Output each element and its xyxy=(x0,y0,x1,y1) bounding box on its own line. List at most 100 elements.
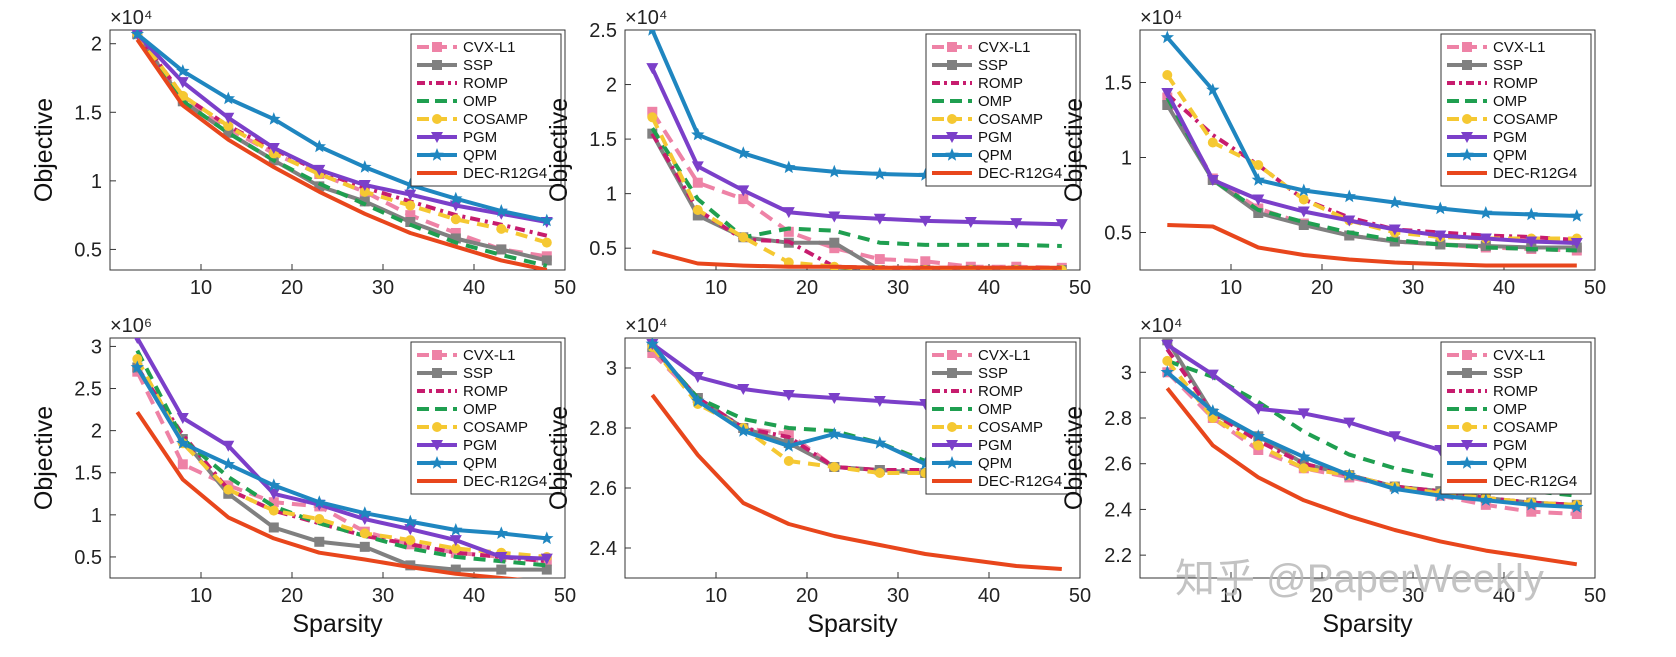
data-point xyxy=(494,526,508,539)
y-tick-label: 1.5 xyxy=(74,102,102,124)
data-point xyxy=(1343,417,1356,429)
data-point xyxy=(648,30,657,36)
x-tick-label: 10 xyxy=(1220,585,1242,607)
data-point xyxy=(1524,497,1538,511)
legend-swatch-marker xyxy=(432,368,442,378)
data-point xyxy=(540,531,554,545)
data-point xyxy=(873,213,886,225)
data-point xyxy=(1207,137,1218,148)
data-point xyxy=(359,541,370,552)
y-tick-label: 3 xyxy=(1121,362,1132,384)
legend-entry: QPM xyxy=(1447,455,1527,472)
legend-box xyxy=(410,33,562,187)
series-line xyxy=(1166,370,1577,510)
x-tick-label: 40 xyxy=(978,585,1000,607)
legend-label: DEC-R12G4 xyxy=(978,473,1062,490)
x-tick-label: 30 xyxy=(1402,277,1424,299)
data-point xyxy=(267,478,281,491)
data-point xyxy=(176,77,189,89)
data-point xyxy=(222,440,235,452)
legend-swatch-marker xyxy=(432,350,442,360)
legend-entry: SSP xyxy=(932,365,1008,382)
legend-entry: COSAMP xyxy=(1447,111,1558,128)
x-axis-label: Sparsity xyxy=(1322,610,1413,638)
data-point xyxy=(359,186,370,197)
legend-swatch-marker xyxy=(1462,350,1472,360)
series-dec-r12g4 xyxy=(650,393,1062,571)
legend-label: CVX-L1 xyxy=(1493,39,1546,56)
plot-area xyxy=(130,30,554,270)
data-point xyxy=(268,522,279,533)
legend-label: COSAMP xyxy=(978,111,1043,128)
data-point xyxy=(827,427,841,440)
legend-entry: SSP xyxy=(1447,365,1523,382)
y-axis-label: Objective xyxy=(545,98,573,202)
legend-entry: ROMP xyxy=(932,75,1023,92)
legend-entry: CVX-L1 xyxy=(932,347,1031,364)
data-point xyxy=(1297,183,1311,197)
data-point xyxy=(874,254,885,265)
legend-entry: CVX-L1 xyxy=(417,39,516,56)
data-point xyxy=(312,139,326,153)
legend-label: SSP xyxy=(463,365,493,382)
data-point xyxy=(449,523,463,536)
data-point xyxy=(1434,230,1447,242)
series-line xyxy=(135,349,547,568)
plot-area xyxy=(1160,30,1584,268)
data-point xyxy=(736,424,750,437)
data-point xyxy=(177,459,188,470)
legend-entry: CVX-L1 xyxy=(932,39,1031,56)
legend-label: ROMP xyxy=(1493,75,1538,92)
series-dec-r12g4 xyxy=(1167,223,1577,268)
y-tick-label: 1 xyxy=(91,505,102,527)
y-tick-label: 2 xyxy=(91,34,102,56)
data-point xyxy=(358,506,372,519)
legend-swatch-marker xyxy=(946,132,958,143)
y-tick-label: 2.8 xyxy=(589,418,617,440)
y-tick-label: 3 xyxy=(91,336,102,358)
watermark-text: 知乎 @PaperWeekly xyxy=(1175,557,1544,601)
data-point xyxy=(541,237,552,248)
y-tick-label: 0.5 xyxy=(589,238,617,260)
data-point xyxy=(1161,88,1174,99)
data-point xyxy=(267,112,281,125)
y-tick-label: 3 xyxy=(606,358,617,380)
data-point xyxy=(496,564,507,575)
data-point xyxy=(541,255,552,266)
legend-swatch-marker xyxy=(432,60,442,70)
data-point xyxy=(1161,339,1174,351)
data-point xyxy=(1253,208,1264,218)
data-point xyxy=(1570,500,1584,513)
legend-swatch-marker xyxy=(432,42,442,52)
data-point xyxy=(1251,173,1265,186)
legend-swatch-marker xyxy=(1462,114,1472,124)
data-point xyxy=(496,244,507,255)
legend-label: SSP xyxy=(463,57,493,74)
data-point xyxy=(692,177,703,188)
data-point xyxy=(450,543,461,554)
legend-swatch-marker xyxy=(1460,456,1474,469)
axes-box xyxy=(624,337,1081,579)
legend-label: COSAMP xyxy=(463,111,528,128)
x-axis-label: Sparsity xyxy=(292,610,383,638)
data-point xyxy=(1479,233,1492,245)
data-point xyxy=(1388,431,1401,443)
y-tick-label: 1 xyxy=(1121,148,1132,170)
series-line xyxy=(135,366,547,564)
data-point xyxy=(1252,403,1265,415)
legend-swatch-marker xyxy=(431,440,443,451)
data-point xyxy=(1525,236,1538,248)
x-tick-label: 30 xyxy=(887,585,909,607)
legend-entry: SSP xyxy=(1447,57,1523,74)
series-line xyxy=(1165,36,1577,218)
data-point xyxy=(405,535,416,546)
legend-label: COSAMP xyxy=(978,419,1043,436)
axes-box xyxy=(1139,337,1596,579)
data-point xyxy=(1253,160,1264,170)
data-point xyxy=(267,488,280,500)
legend-entry: OMP xyxy=(1447,401,1527,418)
legend-swatch-marker xyxy=(432,422,442,432)
data-point xyxy=(1344,230,1355,241)
